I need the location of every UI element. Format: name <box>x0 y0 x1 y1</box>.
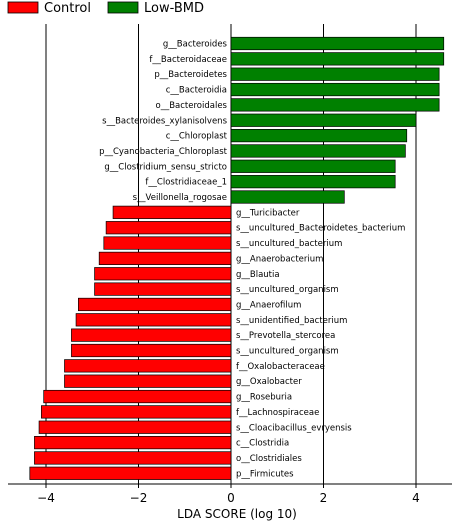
bar-label: g__Anaerofilum <box>236 300 301 310</box>
bar-label: g__Anaerobacterium <box>236 254 323 264</box>
bar <box>230 144 406 158</box>
bar <box>105 221 232 235</box>
bar <box>29 466 232 480</box>
bar-label: s__uncultured_bacterium <box>236 239 342 249</box>
bar-label: s__uncultured_Bacteroidetes_bacterium <box>236 224 405 234</box>
bar <box>75 313 232 327</box>
bar-label: o__Clostridiales <box>236 454 302 464</box>
bar-label: o__Bacteroidales <box>156 101 228 111</box>
bar <box>230 82 440 97</box>
bar <box>230 67 440 81</box>
legend-swatch-control <box>7 1 39 14</box>
bar <box>230 159 396 173</box>
legend: Control Low-BMD <box>7 1 204 16</box>
bars <box>29 36 445 480</box>
bar-label: s__Prevotella_stercorea <box>236 331 335 341</box>
bar-label: f__Bacteroidaceae <box>149 55 227 65</box>
bar <box>94 282 232 296</box>
bar <box>38 420 232 434</box>
bar-label: g__Roseburia <box>236 393 292 403</box>
bar <box>94 267 232 281</box>
bar-label: p__Firmicutes <box>236 469 294 479</box>
bar-label: s__Cloacibacillus_evryensis <box>236 423 352 433</box>
bar-label: p__Bacteroidetes <box>154 70 227 80</box>
bar-label: g__Bacteroides <box>163 40 228 50</box>
bar <box>103 236 232 250</box>
x-tick-label: 4 <box>412 491 420 505</box>
bar-label: g__Turicibacter <box>236 208 300 218</box>
bar <box>64 374 232 388</box>
bar-label: f__Clostridiaceae_1 <box>145 178 227 188</box>
bar-label: s__Veillonella_rogosae <box>133 193 227 203</box>
legend-label-control: Control <box>44 1 91 16</box>
x-tick-label: 2 <box>320 491 328 505</box>
bar <box>71 343 232 358</box>
bar <box>230 190 345 204</box>
bar <box>230 175 396 189</box>
bar <box>43 389 232 404</box>
bar <box>64 359 232 373</box>
bar <box>34 436 232 450</box>
bar <box>78 297 232 312</box>
bar <box>230 113 417 127</box>
bar-label: g__Blautia <box>236 270 280 280</box>
bar <box>112 205 232 219</box>
x-axis-title: LDA SCORE (log 10) <box>177 507 297 521</box>
bar-label: g__Oxalobacter <box>236 377 302 387</box>
bar <box>98 251 232 265</box>
bar <box>230 36 445 51</box>
bar-label: s__Bacteroides_xylanisolvens <box>102 116 227 126</box>
bar-labels: g__Bacteroides f__Bacteroidaceae p__Bacter… <box>99 40 405 480</box>
bar-label: p__Cyanobacteria_Chloroplast <box>99 147 228 157</box>
x-axis: −4 −2 0 2 4 <box>8 483 452 505</box>
bar <box>34 451 232 465</box>
bar <box>230 129 408 143</box>
bar-label: c__Bacteroidia <box>166 86 227 96</box>
bar <box>230 52 445 66</box>
bar-label: f__Oxalobacteraceae <box>236 362 325 372</box>
bar <box>71 328 232 342</box>
bar-label: c__Chloroplast <box>166 132 228 142</box>
bar <box>41 405 232 419</box>
bar-label: f__Lachnospiraceae <box>236 408 319 418</box>
x-tick-label: 0 <box>227 491 235 505</box>
x-tick-label: −2 <box>130 491 148 505</box>
legend-swatch-low-bmd <box>107 1 139 14</box>
x-tick-label: −4 <box>37 491 55 505</box>
bar-label: s__uncultured_organism <box>236 285 339 295</box>
bar-label: g__Clostridium_sensu_stricto <box>104 162 227 172</box>
bar <box>230 98 440 112</box>
bar-label: c__Clostridia <box>236 439 289 449</box>
legend-label-low-bmd: Low-BMD <box>144 1 204 16</box>
bar-label: s__uncultured_organism <box>236 347 339 357</box>
bar-label: s__unidentified_bacterium <box>236 316 347 326</box>
